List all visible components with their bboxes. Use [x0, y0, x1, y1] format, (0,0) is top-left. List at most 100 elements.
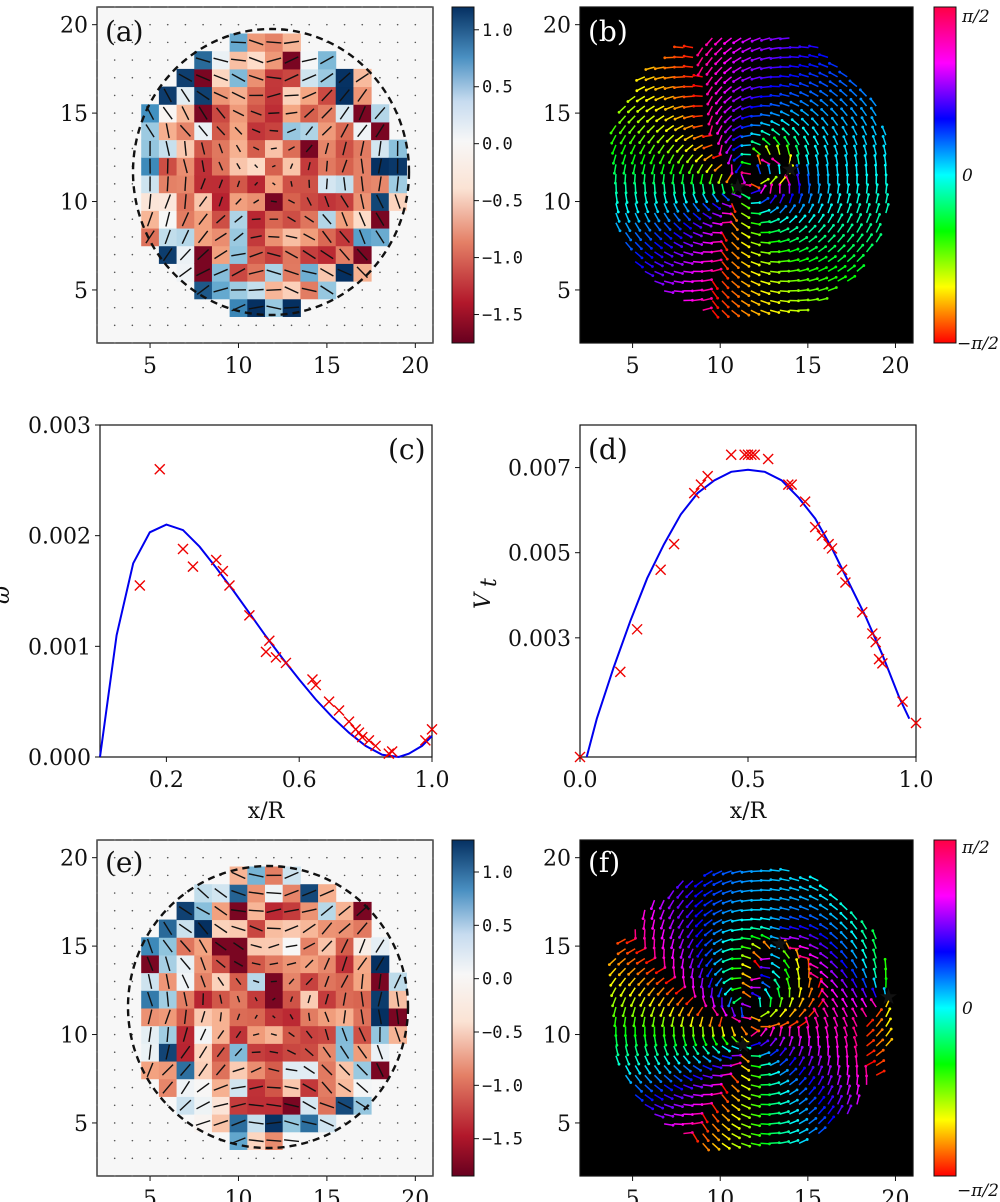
- phase-arrow-head: [668, 1013, 672, 1017]
- panel-f-frame: [579, 839, 914, 1177]
- phase-arrow-head: [850, 949, 854, 953]
- phase-arrow: [837, 276, 846, 282]
- data-marker: [702, 470, 714, 482]
- grid-dot: [326, 6, 328, 8]
- phase-arrow: [673, 290, 683, 293]
- phase-arrow-head: [695, 944, 699, 948]
- phase-arrow: [706, 47, 713, 56]
- phase-arrow-head: [849, 88, 852, 92]
- phase-arrow: [798, 1118, 808, 1125]
- phase-arrow: [655, 105, 665, 111]
- phase-arrow-head: [649, 1080, 653, 1084]
- phase-arrow: [836, 184, 840, 194]
- phase-arrow: [789, 1109, 798, 1115]
- phase-arrow: [725, 134, 733, 143]
- phase-arrow-head: [723, 71, 727, 75]
- phase-arrow: [634, 1055, 640, 1065]
- phase-arrow: [861, 1008, 868, 1018]
- phase-arrow: [786, 978, 791, 988]
- phase-arrow-head: [610, 994, 614, 997]
- phase-arrow: [627, 105, 636, 113]
- phase-arrow: [850, 98, 858, 107]
- grid-dot: [379, 1122, 381, 1124]
- phase-arrow: [680, 1016, 685, 1026]
- phase-arrow: [715, 66, 723, 75]
- phase-arrow-head: [643, 191, 647, 195]
- phase-arrow-head: [798, 72, 802, 76]
- phase-arrow-head: [732, 51, 736, 54]
- phase-arrow-head: [733, 1033, 736, 1037]
- phase-arrow: [626, 938, 636, 944]
- phase-arrow: [846, 224, 853, 233]
- phase-arrow: [697, 958, 704, 967]
- phase-arrow: [760, 1073, 770, 1076]
- velocity-arrow: [357, 1045, 368, 1059]
- phase-arrow-head: [799, 1035, 802, 1039]
- grid-dot: [184, 41, 187, 44]
- phase-arrow-head: [750, 68, 754, 72]
- phase-arrow-head: [740, 890, 744, 894]
- grid-dot: [149, 909, 151, 912]
- phase-arrow-head: [828, 1055, 831, 1058]
- phase-arrow: [751, 37, 761, 42]
- velocity-arrow: [178, 906, 193, 916]
- phase-arrow-head: [695, 200, 698, 204]
- phase-arrow: [685, 880, 694, 888]
- grid-dot: [202, 6, 204, 8]
- phase-arrow-head: [881, 134, 885, 138]
- grid-dot: [361, 1122, 364, 1124]
- phase-arrow-head: [793, 1008, 797, 1012]
- grid-dot: [273, 342, 275, 344]
- phase-arrow-head: [808, 953, 812, 957]
- grid-dot: [414, 94, 417, 97]
- velocity-arrow: [306, 197, 312, 206]
- phase-arrow-head: [729, 205, 732, 208]
- phase-arrow-head: [764, 988, 767, 992]
- phase-arrow-head: [704, 1004, 708, 1008]
- phase-arrow-head: [740, 1014, 744, 1018]
- phase-arrow: [712, 249, 722, 253]
- phase-arrow-head: [696, 1052, 700, 1056]
- phase-arrow-head: [777, 311, 781, 314]
- phase-arrow: [799, 945, 809, 950]
- grid-dot: [396, 41, 399, 44]
- phase-arrow-head: [649, 161, 653, 165]
- colorbar-tick-label: 0.0: [482, 135, 513, 155]
- velocity-arrow: [396, 1009, 400, 1025]
- phase-arrow-head: [677, 218, 681, 222]
- phase-arrow-head: [717, 994, 721, 998]
- phase-arrow-head: [690, 975, 694, 979]
- phase-arrow: [731, 1103, 740, 1111]
- phase-arrow: [740, 1123, 750, 1128]
- phase-arrow-head: [860, 233, 864, 237]
- grid-dot: [202, 306, 204, 309]
- phase-arrow-head: [673, 65, 676, 69]
- phase-arrow-head: [872, 144, 876, 148]
- phase-arrow-head: [690, 181, 694, 185]
- velocity-arrow: [271, 164, 276, 168]
- phase-arrow: [808, 215, 815, 224]
- phase-arrow: [653, 1065, 661, 1074]
- velocity-arrow: [179, 1099, 192, 1111]
- phase-arrow: [846, 1075, 850, 1086]
- phase-arrow: [706, 56, 713, 65]
- phase-arrow-head: [651, 274, 655, 278]
- phase-arrow: [851, 950, 858, 959]
- phase-arrow: [840, 951, 848, 959]
- phase-arrow-head: [624, 1034, 627, 1037]
- phase-arrow-head: [807, 967, 811, 971]
- grid-dot: [149, 874, 151, 877]
- phase-arrow: [733, 85, 742, 92]
- phase-arrow-head: [761, 137, 765, 141]
- phase-arrow-head: [863, 154, 867, 157]
- grid-dot: [432, 6, 434, 8]
- phase-arrow-head: [821, 998, 825, 1002]
- grid-dot: [396, 839, 399, 841]
- phase-arrow-head: [820, 989, 824, 992]
- phase-arrow: [731, 1045, 741, 1050]
- panel-a-xticks: 5 10 15 20: [143, 343, 429, 379]
- phase-arrow-head: [861, 243, 865, 247]
- phase-arrow: [779, 1110, 789, 1115]
- velocity-arrow: [324, 195, 330, 208]
- phase-arrow-head: [845, 1055, 849, 1058]
